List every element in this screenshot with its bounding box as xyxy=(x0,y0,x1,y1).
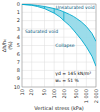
collapse-line xyxy=(54,9,55,14)
y-tick-label: 1 xyxy=(17,9,20,15)
chart: 1020501002005001 0002 000012345678910w₀ … xyxy=(0,0,100,112)
y-tick-label: 6 xyxy=(17,51,20,57)
y-tick-label: 7 xyxy=(17,59,20,65)
y-tick-label: 9 xyxy=(17,75,20,81)
y-tick-label: 10 xyxy=(14,84,20,90)
plot-area xyxy=(22,4,96,66)
curve xyxy=(22,4,96,41)
x-tick-label: 500 xyxy=(73,89,79,99)
annotation: Collapse xyxy=(55,43,74,48)
y-grid-line xyxy=(22,20,96,21)
x-tick-label: 10 xyxy=(19,89,25,95)
x-tick-label: 100 xyxy=(51,89,57,99)
collapse-line xyxy=(63,12,64,21)
y-grid-line xyxy=(22,62,96,63)
y-grid-line xyxy=(22,53,96,54)
x-tick-label: 20 xyxy=(28,89,34,95)
y-tick-label: 5 xyxy=(17,42,20,48)
y-tick-label: 8 xyxy=(17,67,20,73)
grid xyxy=(22,4,96,87)
y-tick-label: 4 xyxy=(17,34,20,40)
x-tick-label: 200 xyxy=(61,89,67,99)
annotation: w₀ = 51 % xyxy=(55,78,79,83)
annotation: Unsaturated void xyxy=(56,5,95,10)
x-tick-label: 2 000 xyxy=(93,89,99,103)
annotation: Saturated void xyxy=(25,29,58,34)
y-tick-label: 0 xyxy=(17,1,20,7)
y-axis-label-line: (%) xyxy=(7,41,13,50)
curve xyxy=(22,4,96,66)
y-axis-label: Δh/h₀(%) xyxy=(1,39,13,52)
collapse-line xyxy=(44,6,45,8)
x-tick-label: 1 000 xyxy=(83,89,89,103)
y-tick-label: 2 xyxy=(17,17,20,23)
plot-frame xyxy=(22,4,96,87)
collapse-area xyxy=(22,4,96,66)
annotation: γd = 145 kN/m³ xyxy=(55,71,91,76)
x-axis-label: Vertical stress (kPa) xyxy=(34,105,83,111)
x-tick-label: 50 xyxy=(41,89,47,95)
y-tick-label: 3 xyxy=(17,26,20,32)
